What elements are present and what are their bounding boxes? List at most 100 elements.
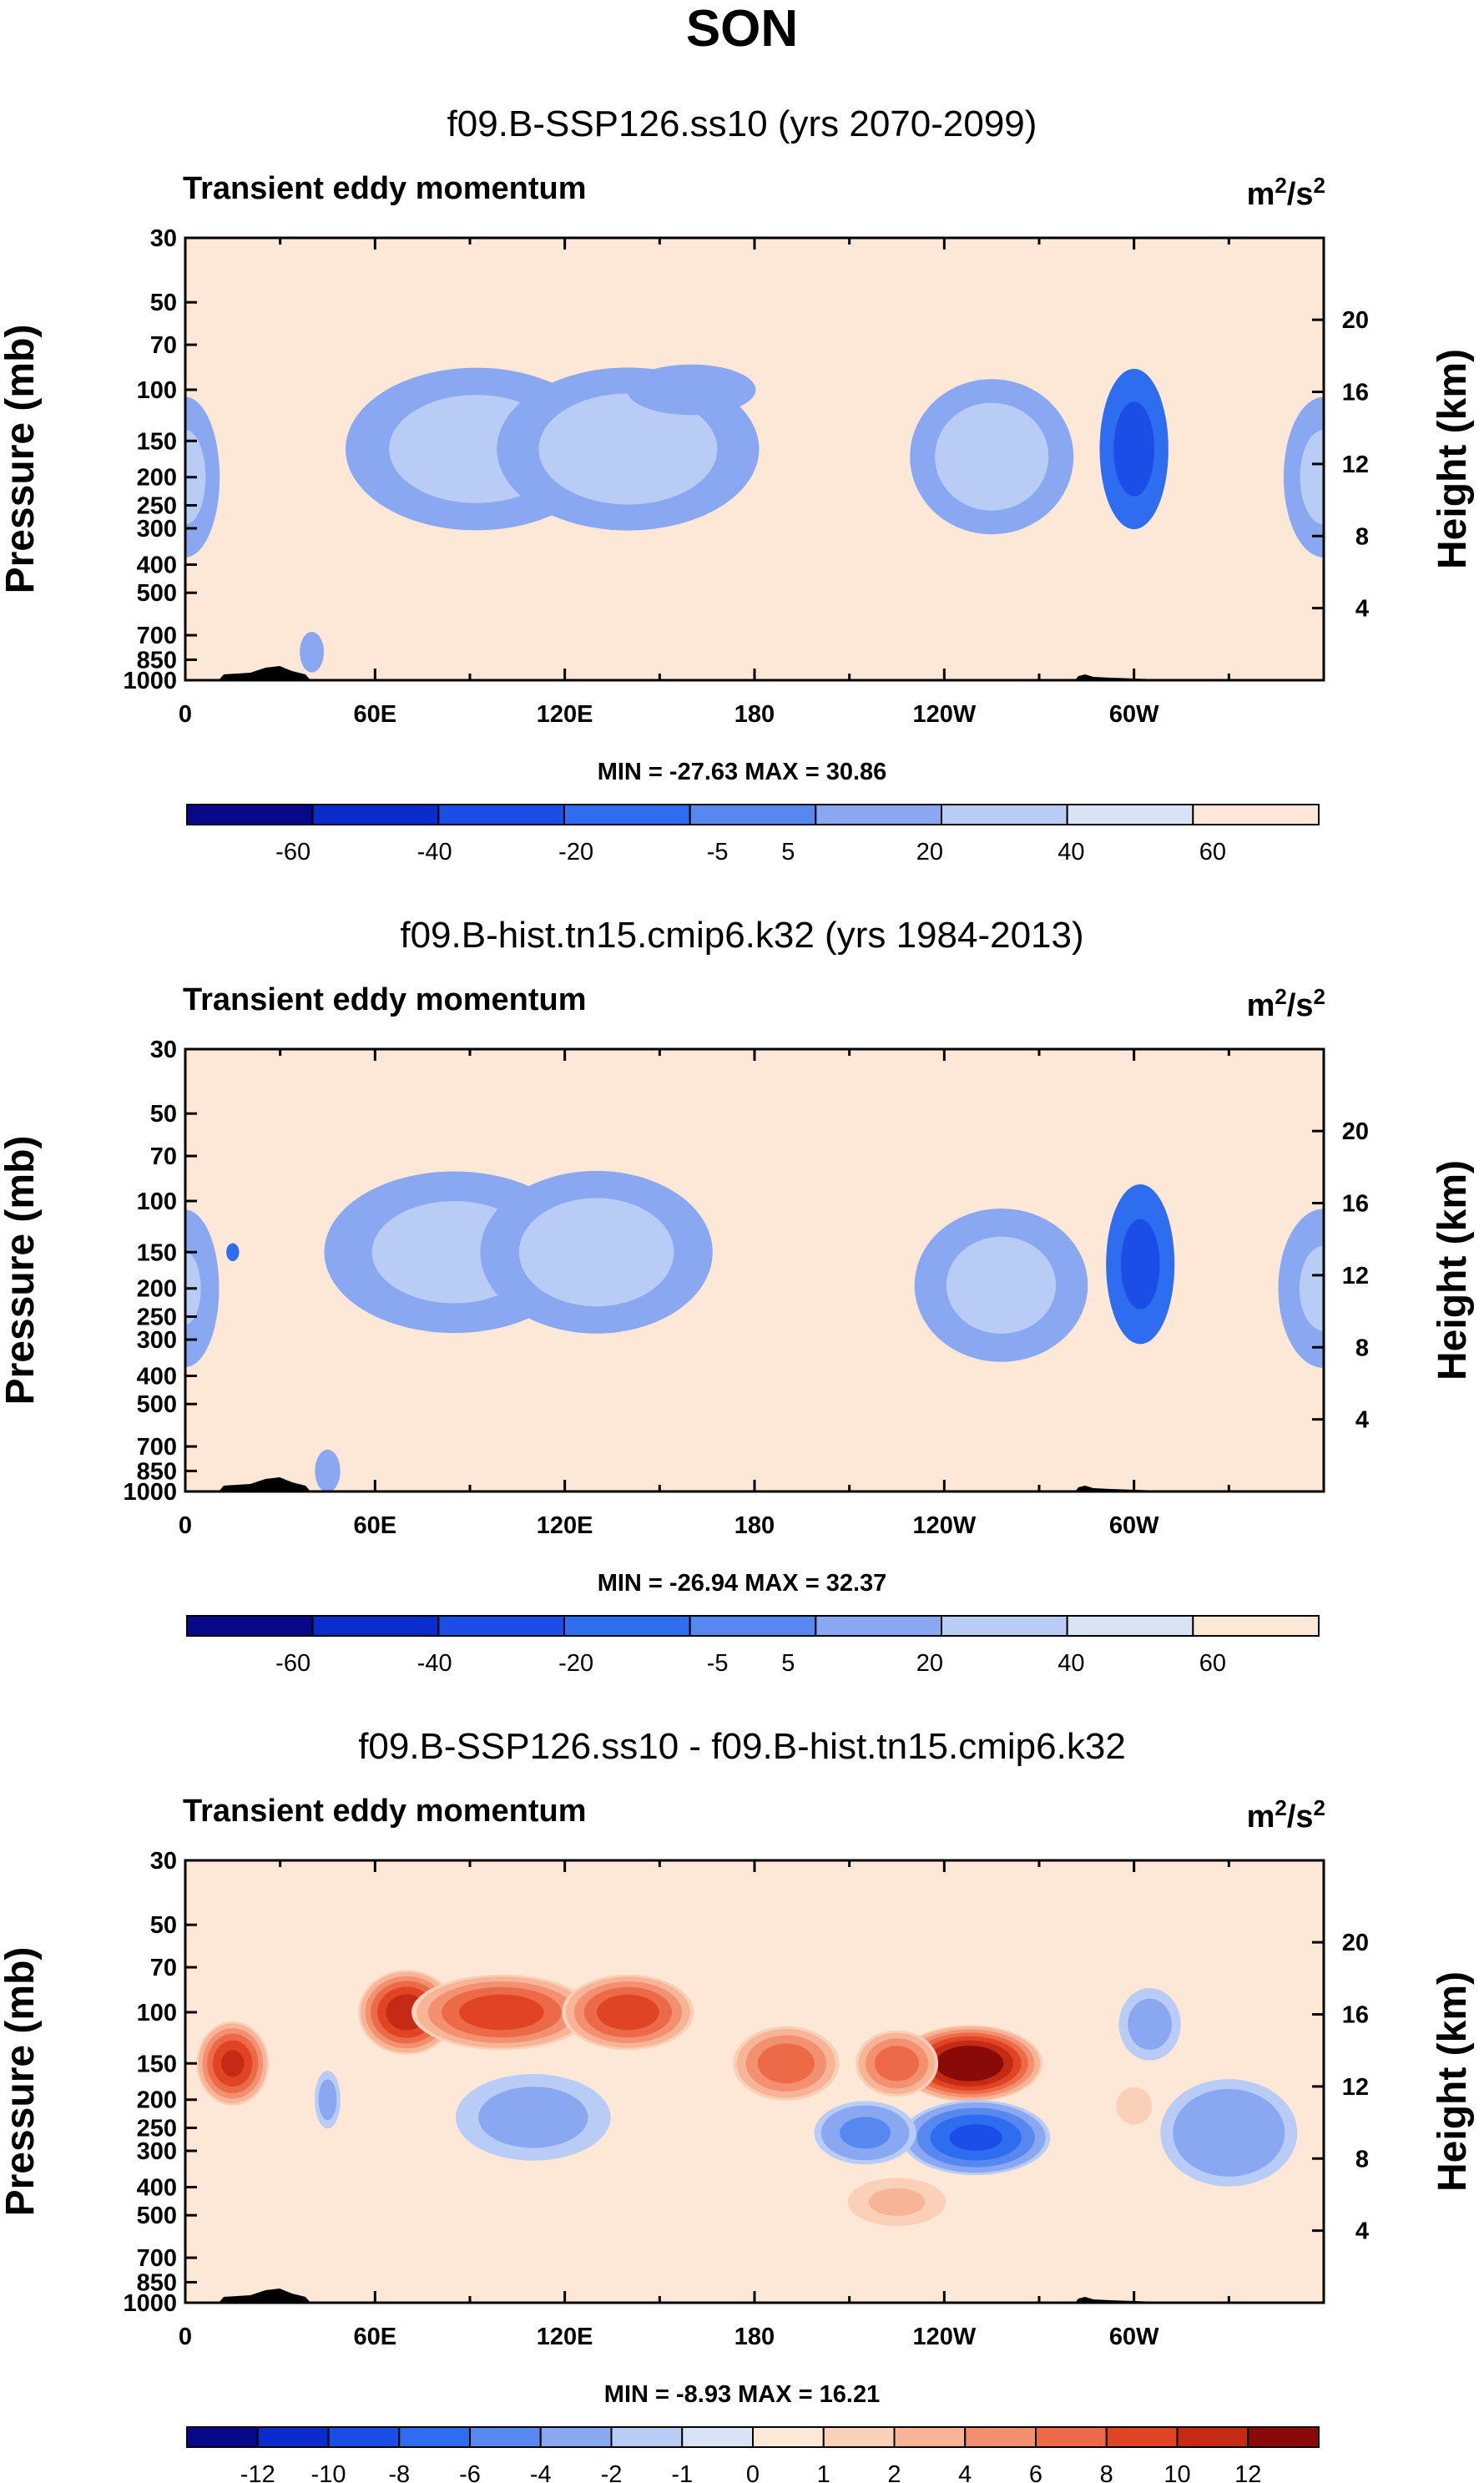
pressure-tick-label: 700 bbox=[137, 2245, 177, 2272]
colorbar-box bbox=[893, 2426, 967, 2448]
height-axis-label: Height (km) bbox=[1431, 1971, 1475, 2192]
min-max-text: MIN = -27.63 MAX = 30.86 bbox=[598, 759, 887, 785]
longitude-tick-label: 60E bbox=[354, 701, 397, 728]
height-tick-label: 8 bbox=[1355, 523, 1369, 550]
pressure-tick-label: 1000 bbox=[123, 668, 177, 694]
pressure-tick-label: 50 bbox=[150, 1101, 177, 1128]
height-tick-label: 12 bbox=[1342, 452, 1369, 478]
longitude-axis: 0 60E 120E 180 120W 60W bbox=[179, 238, 1325, 728]
height-axis: 20 16 12 8 4 bbox=[1312, 307, 1369, 623]
contour-level bbox=[1299, 1245, 1324, 1331]
colorbar-box bbox=[311, 804, 440, 825]
colorbar-box bbox=[941, 804, 1068, 825]
colorbar-box bbox=[1066, 804, 1194, 825]
topography bbox=[219, 1477, 1164, 1491]
pressure-tick-label: 150 bbox=[137, 2051, 177, 2077]
longitude-tick-label: 60W bbox=[1109, 701, 1159, 728]
contour-level bbox=[840, 2117, 891, 2149]
colorbar-box bbox=[186, 2426, 259, 2448]
pressure-tick-label: 150 bbox=[137, 1239, 177, 1266]
height-tick-label: 12 bbox=[1342, 1263, 1369, 1289]
pressure-axis-label: Pressure (mb) bbox=[0, 1136, 43, 1406]
colorbar-box bbox=[437, 1615, 565, 1637]
colorbar-box bbox=[964, 2426, 1037, 2448]
pressure-tick-label: 50 bbox=[150, 1912, 177, 1939]
colorbar-box bbox=[1035, 2426, 1108, 2448]
panel-title: f09.B-SSP126.ss10 (yrs 2070-2099) bbox=[447, 103, 1037, 144]
pressure-tick-label: 700 bbox=[137, 623, 177, 649]
pressure-tick-label: 850 bbox=[137, 2269, 177, 2296]
height-tick-label: 12 bbox=[1342, 2074, 1369, 2101]
pressure-axis-label: Pressure (mb) bbox=[0, 325, 43, 594]
units-exp2: 2 bbox=[1314, 984, 1325, 1009]
colorbar-box bbox=[1192, 1615, 1320, 1637]
colorbar-box bbox=[563, 804, 691, 825]
pressure-tick-label: 250 bbox=[137, 2115, 177, 2142]
height-tick-label: 4 bbox=[1355, 596, 1369, 623]
pressure-tick-label: 70 bbox=[150, 332, 177, 359]
height-tick-label: 8 bbox=[1355, 2146, 1369, 2173]
contour-level bbox=[597, 1994, 659, 2031]
topography bbox=[219, 666, 1164, 680]
colorbar-box bbox=[681, 2426, 754, 2448]
contour-level bbox=[868, 2188, 926, 2216]
pressure-tick-label: 300 bbox=[137, 516, 177, 543]
longitude-tick-label: 180 bbox=[734, 2324, 775, 2350]
colorbar-box bbox=[327, 2426, 401, 2448]
pressure-tick-label: 1000 bbox=[123, 1479, 177, 1506]
longitude-tick-label: 0 bbox=[179, 2324, 192, 2350]
colorbar-label: -40 bbox=[417, 1650, 452, 1677]
colorbar-label: 1 bbox=[817, 2461, 830, 2483]
pressure-tick-label: 300 bbox=[137, 1327, 177, 1354]
height-tick-label: 4 bbox=[1355, 1407, 1369, 1434]
colorbar-label: -2 bbox=[601, 2461, 623, 2483]
longitude-axis: 0 60E 120E 180 120W 60W bbox=[179, 1049, 1325, 1539]
colorbar-label: 40 bbox=[1057, 839, 1084, 866]
colorbar-label: -6 bbox=[459, 2461, 481, 2483]
pressure-tick-label: 30 bbox=[150, 1037, 177, 1063]
units-label: m2/s2 bbox=[1247, 1795, 1325, 1834]
panel-difference: f09.B-SSP126.ss10 - f09.B-hist.tn15.cmip… bbox=[0, 1726, 1475, 2483]
colorbar-box bbox=[186, 1615, 314, 1637]
units-mid: /s bbox=[1287, 1799, 1314, 1834]
longitude-tick-label: 120E bbox=[537, 701, 593, 728]
topography-andes bbox=[1075, 2297, 1164, 2303]
contour-level bbox=[478, 2087, 588, 2148]
colorbar-label: -5 bbox=[707, 839, 729, 866]
contour-level bbox=[315, 1449, 341, 1491]
pressure-tick-label: 850 bbox=[137, 1458, 177, 1485]
contour-level bbox=[318, 2079, 337, 2121]
contour-level bbox=[221, 2050, 245, 2077]
units-exp1: 2 bbox=[1275, 1795, 1286, 1820]
pressure-tick-label: 50 bbox=[150, 290, 177, 316]
colorbar-box bbox=[815, 1615, 942, 1637]
colorbar-label: -40 bbox=[417, 839, 452, 866]
height-tick-label: 20 bbox=[1342, 1118, 1369, 1145]
units-exp1: 2 bbox=[1275, 984, 1286, 1009]
units-exp2: 2 bbox=[1314, 1795, 1325, 1820]
pressure-tick-label: 200 bbox=[137, 465, 177, 492]
longitude-tick-label: 0 bbox=[179, 1512, 192, 1539]
colorbar-label: 0 bbox=[746, 2461, 760, 2483]
units-exp1: 2 bbox=[1275, 173, 1286, 198]
pressure-tick-label: 250 bbox=[137, 1304, 177, 1330]
colorbar-label: 20 bbox=[916, 1650, 943, 1677]
contour-level bbox=[946, 1236, 1057, 1334]
colorbar-label: -60 bbox=[275, 1650, 310, 1677]
height-tick-label: 4 bbox=[1355, 2218, 1369, 2245]
colorbar-label: -1 bbox=[671, 2461, 693, 2483]
contour-level bbox=[518, 1198, 674, 1307]
pressure-tick-label: 700 bbox=[137, 1434, 177, 1461]
units-base: m bbox=[1247, 177, 1275, 212]
longitude-tick-label: 60W bbox=[1109, 1512, 1159, 1539]
pressure-tick-label: 100 bbox=[137, 2000, 177, 2026]
pressure-tick-label: 1000 bbox=[123, 2290, 177, 2317]
height-axis-label: Height (km) bbox=[1431, 349, 1475, 569]
colorbar-box bbox=[311, 1615, 440, 1637]
height-tick-label: 20 bbox=[1342, 1930, 1369, 1956]
colorbar-box bbox=[1247, 2426, 1320, 2448]
contour-level bbox=[1121, 1219, 1160, 1310]
contour-level bbox=[538, 393, 718, 505]
